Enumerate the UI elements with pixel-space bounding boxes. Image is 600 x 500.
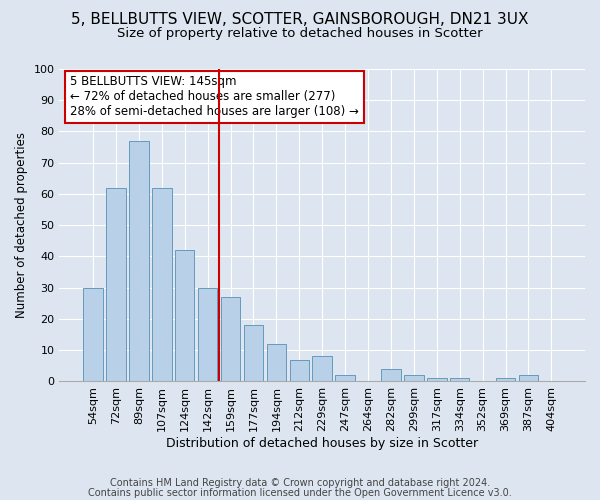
- X-axis label: Distribution of detached houses by size in Scotter: Distribution of detached houses by size …: [166, 437, 478, 450]
- Text: Size of property relative to detached houses in Scotter: Size of property relative to detached ho…: [117, 28, 483, 40]
- Y-axis label: Number of detached properties: Number of detached properties: [15, 132, 28, 318]
- Bar: [244, 325, 263, 382]
- Text: 5 BELLBUTTS VIEW: 145sqm
← 72% of detached houses are smaller (277)
28% of semi-: 5 BELLBUTTS VIEW: 145sqm ← 72% of detach…: [70, 75, 359, 118]
- Bar: [290, 360, 309, 382]
- Bar: [404, 375, 424, 382]
- Bar: [129, 141, 149, 382]
- Bar: [152, 188, 172, 382]
- Bar: [83, 288, 103, 382]
- Bar: [427, 378, 446, 382]
- Text: 5, BELLBUTTS VIEW, SCOTTER, GAINSBOROUGH, DN21 3UX: 5, BELLBUTTS VIEW, SCOTTER, GAINSBOROUGH…: [71, 12, 529, 28]
- Bar: [496, 378, 515, 382]
- Text: Contains public sector information licensed under the Open Government Licence v3: Contains public sector information licen…: [88, 488, 512, 498]
- Bar: [519, 375, 538, 382]
- Text: Contains HM Land Registry data © Crown copyright and database right 2024.: Contains HM Land Registry data © Crown c…: [110, 478, 490, 488]
- Bar: [175, 250, 194, 382]
- Bar: [313, 356, 332, 382]
- Bar: [335, 375, 355, 382]
- Bar: [221, 297, 240, 382]
- Bar: [106, 188, 126, 382]
- Bar: [198, 288, 217, 382]
- Bar: [266, 344, 286, 382]
- Bar: [450, 378, 469, 382]
- Bar: [381, 369, 401, 382]
